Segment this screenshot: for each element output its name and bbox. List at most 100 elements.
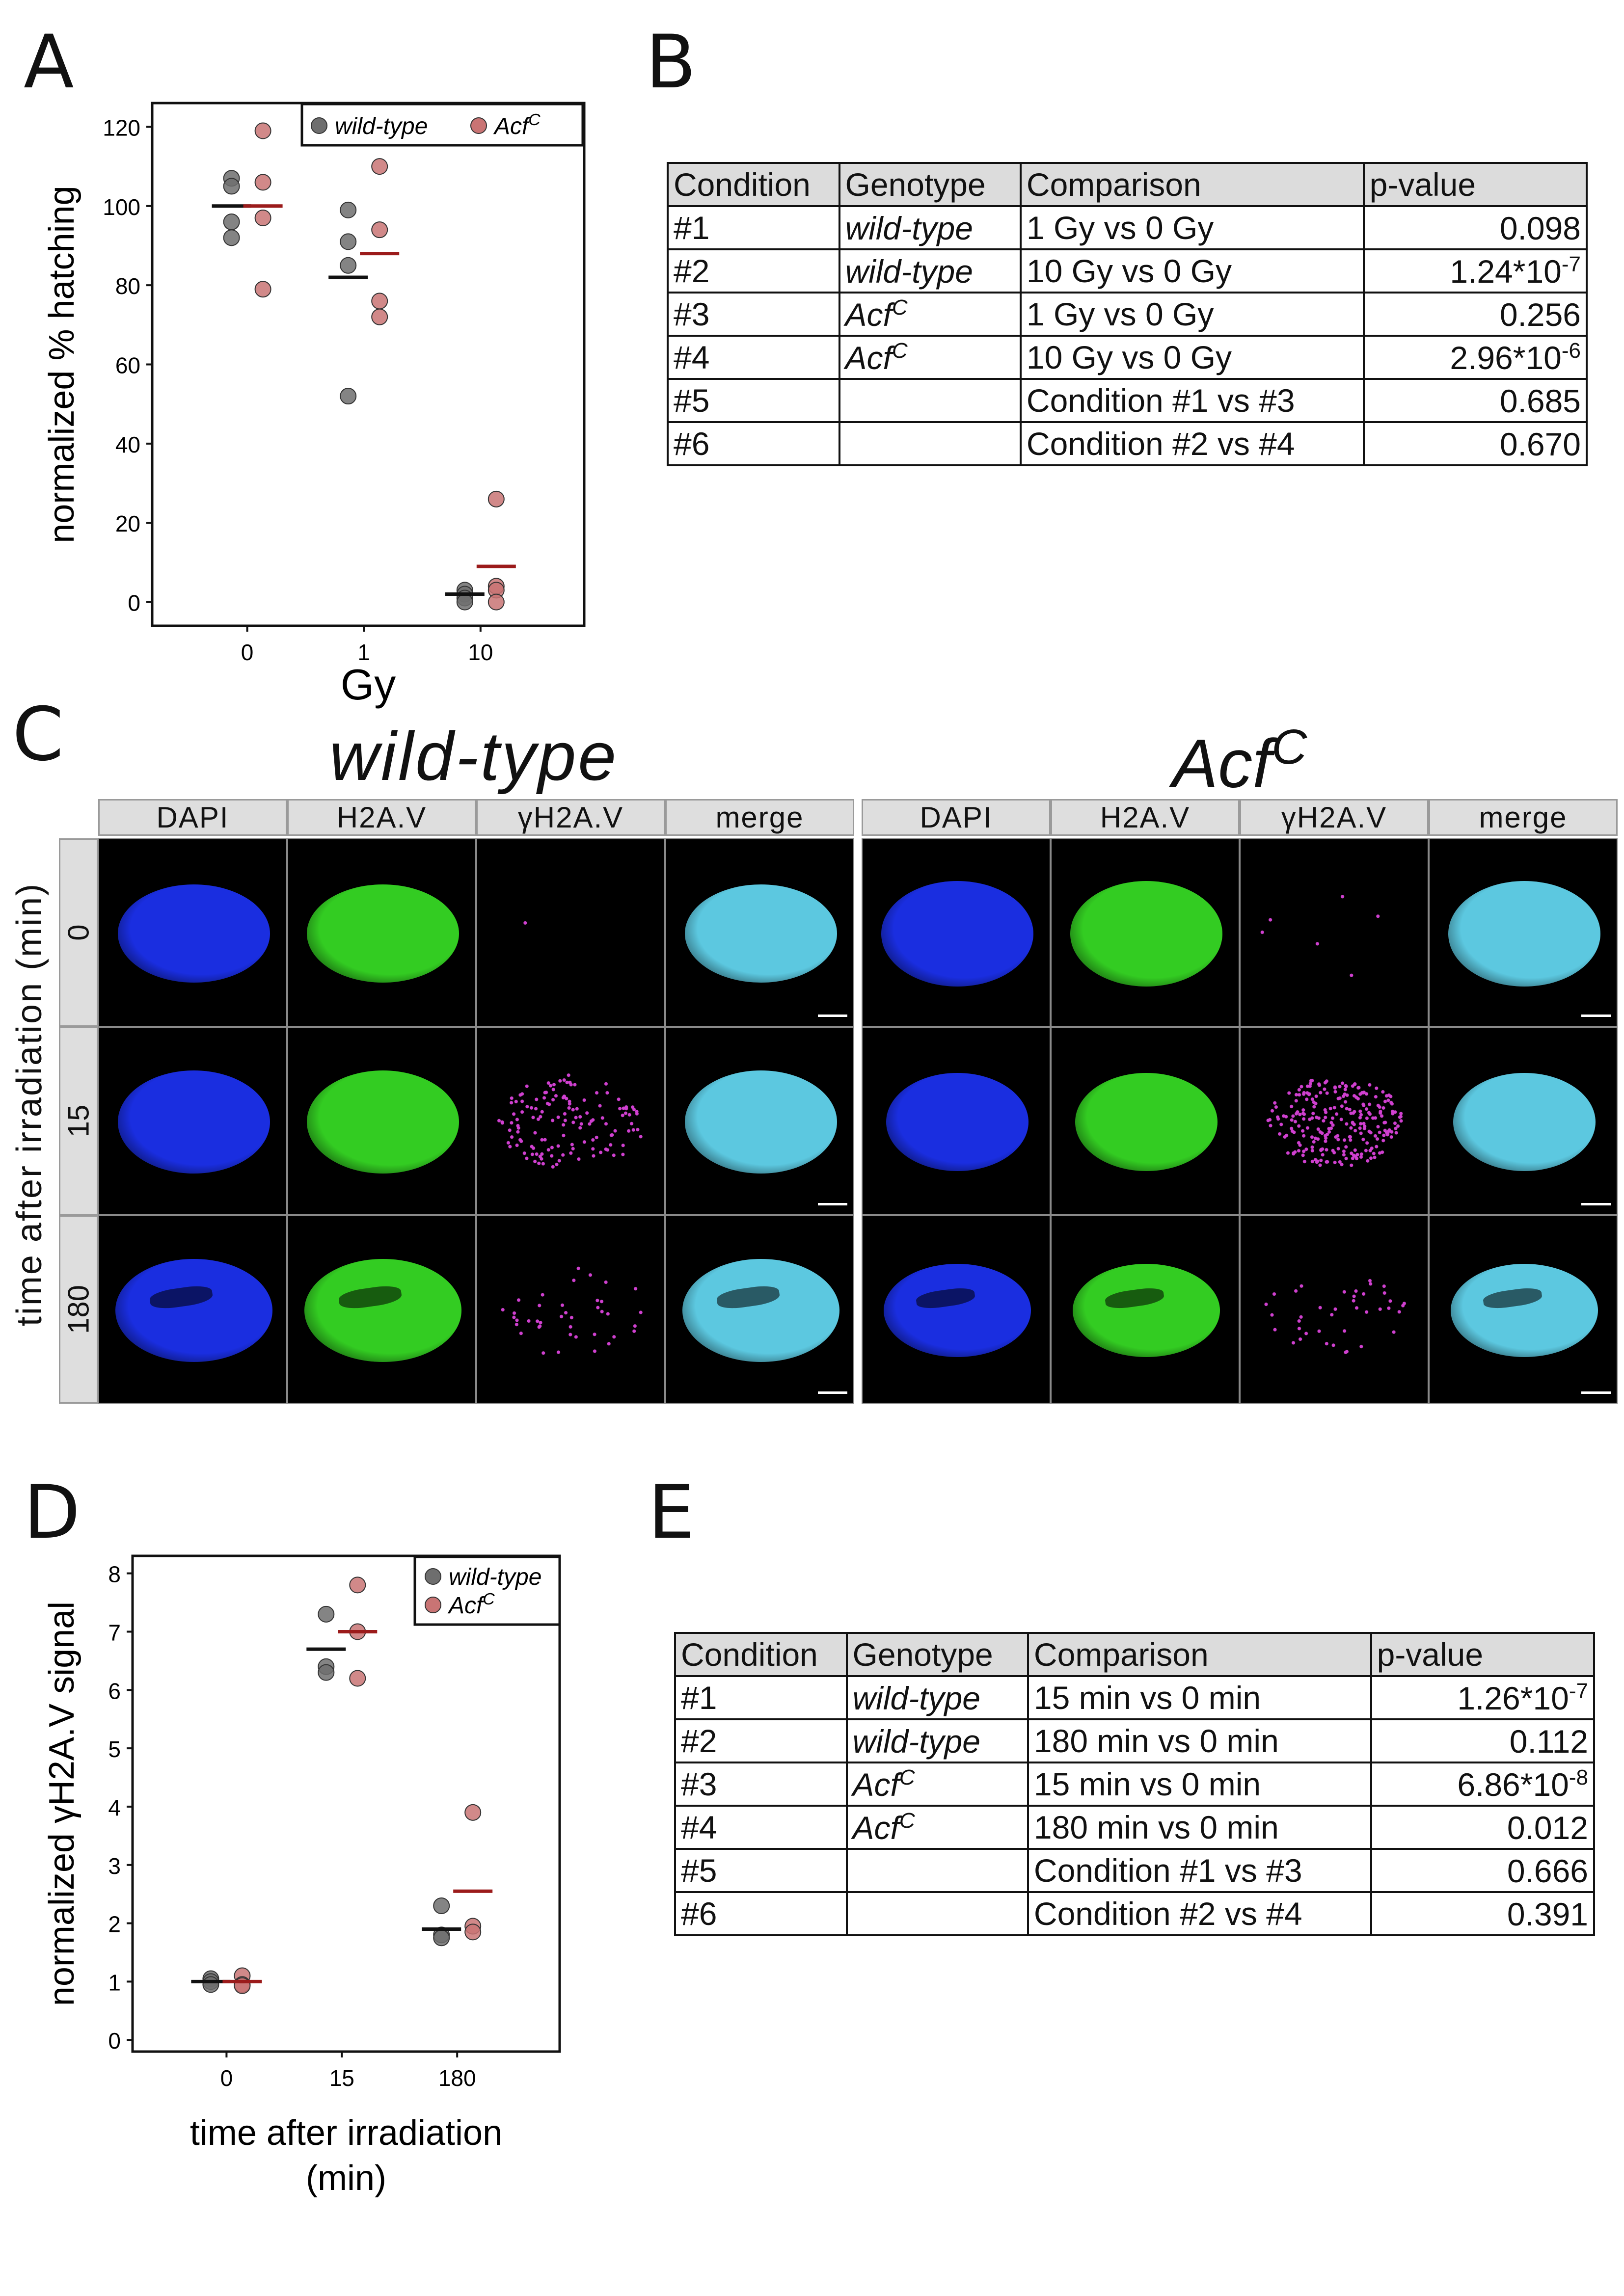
- micrograph-tile: [476, 838, 665, 1027]
- data-point: [488, 491, 504, 507]
- row-label-text: 180: [62, 1285, 96, 1334]
- comparison-cell: 1 Gy vs 0 Gy: [1021, 206, 1364, 249]
- genotype-text: wild-type: [845, 253, 973, 290]
- y-axis-label: normalized γH2A.V signal: [42, 1602, 81, 2006]
- legend-acf-text: Acf: [493, 113, 531, 139]
- genotype-cell: [847, 1892, 1028, 1935]
- micrograph-tile: [98, 1027, 287, 1215]
- y-tick-label: 6: [108, 1678, 121, 1704]
- genotype-cell: [847, 1849, 1028, 1892]
- genotype-superscript: C: [899, 1809, 915, 1833]
- row-label-15: 15: [59, 1027, 98, 1215]
- genotype-cell: AcfC: [839, 336, 1021, 379]
- embryo-image: [1451, 1264, 1598, 1357]
- condition-cell: #1: [668, 206, 839, 249]
- pvalue-text: 1.26*10: [1457, 1680, 1569, 1716]
- y-tick-label: 7: [108, 1620, 121, 1645]
- embryo-image: [881, 881, 1033, 987]
- table-header: p-value: [1371, 1633, 1594, 1676]
- data-point: [372, 293, 387, 309]
- data-point: [340, 388, 356, 404]
- micrograph-tile: [1429, 1215, 1618, 1404]
- pvalue-cell: 0.012: [1371, 1806, 1594, 1849]
- x-tick-label: 0: [220, 2065, 233, 2091]
- genotype-text: Acf: [845, 340, 892, 376]
- pvalue-text: 0.670: [1500, 426, 1581, 462]
- micrograph-tile: [1240, 1027, 1429, 1215]
- y-tick-label: 100: [103, 194, 140, 220]
- comparison-cell: Condition #2 vs #4: [1028, 1892, 1371, 1935]
- scale-bar: [1581, 1203, 1611, 1205]
- y-tick-label: 5: [108, 1736, 121, 1762]
- pvalue-text: 0.391: [1507, 1896, 1588, 1932]
- y-tick-label: 8: [108, 1562, 121, 1587]
- acf-title-text: Acf: [1172, 725, 1272, 802]
- data-point: [350, 1577, 365, 1593]
- micrograph-tile: [1051, 838, 1240, 1027]
- row-label-text: 0: [62, 924, 96, 940]
- table-row: #1 wild-type 1 Gy vs 0 Gy 0.098: [668, 206, 1587, 249]
- table-header: Condition: [675, 1633, 847, 1676]
- embryo-defect: [338, 1283, 403, 1310]
- condition-cell: #3: [668, 293, 839, 336]
- genotype-text: wild-type: [853, 1723, 980, 1760]
- table-row: #1 wild-type 15 min vs 0 min 1.26*10-7: [675, 1676, 1594, 1719]
- pvalue-table-b: Condition Genotype Comparison p-value #1…: [667, 162, 1588, 466]
- x-tick-label: 10: [468, 640, 493, 665]
- micrograph-tile: [862, 1027, 1051, 1215]
- y-tick-label: 0: [128, 590, 140, 616]
- y-tick-label: 60: [115, 353, 140, 378]
- pvalue-exponent: -7: [1569, 1679, 1588, 1703]
- y-tick-label: 20: [115, 511, 140, 536]
- table-row: #5 Condition #1 vs #3 0.666: [675, 1849, 1594, 1892]
- pvalue-cell: 1.26*10-7: [1371, 1676, 1594, 1719]
- legend-marker: [311, 118, 327, 133]
- row-label-text: 15: [62, 1105, 96, 1138]
- scale-bar: [818, 1391, 847, 1394]
- genotype-text: wild-type: [853, 1680, 980, 1716]
- data-point: [255, 281, 271, 297]
- channel-header-acf-0: DAPI: [862, 799, 1051, 836]
- embryo-image: [685, 884, 837, 983]
- data-point: [340, 202, 356, 218]
- pvalue-cell: 0.391: [1371, 1892, 1594, 1935]
- row-axis-label-text: time after irradiation (min): [9, 882, 50, 1326]
- hatching-scatter-chart: 0204060801001200 1 10normalized % hatching…: [0, 0, 614, 726]
- micrograph-tile: [1240, 1215, 1429, 1404]
- table-row: #3 AcfC 15 min vs 0 min 6.86*10-8: [675, 1762, 1594, 1806]
- embryo-image: [886, 1073, 1029, 1171]
- table-row: #2 wild-type 10 Gy vs 0 Gy 1.24*10-7: [668, 249, 1587, 293]
- y-tick-label: 3: [108, 1853, 121, 1879]
- row-label-180: 180: [59, 1215, 98, 1404]
- pvalue-cell: 6.86*10-8: [1371, 1762, 1594, 1806]
- table-row: #5 Condition #1 vs #3 0.685: [668, 379, 1587, 422]
- table-header: Genotype: [847, 1633, 1028, 1676]
- micrograph-tile: [98, 838, 287, 1027]
- comparison-cell: 180 min vs 0 min: [1028, 1806, 1371, 1849]
- embryo-image: [307, 884, 459, 983]
- data-point: [433, 1898, 449, 1914]
- data-point: [465, 1805, 481, 1820]
- micrograph-tile: [862, 1215, 1051, 1404]
- genotype-cell: AcfC: [847, 1762, 1028, 1806]
- legend-label: wild-type: [449, 1564, 541, 1590]
- micrograph-tile: [1429, 838, 1618, 1027]
- data-point: [255, 174, 271, 190]
- genotype-cell: wild-type: [847, 1676, 1028, 1719]
- data-point: [340, 258, 356, 273]
- gh2av-scatter-chart: 0123456780 15 180normalized γH2A.V signalt…: [0, 1522, 614, 2218]
- data-point: [255, 123, 271, 138]
- embryo-image: [1262, 1264, 1409, 1357]
- table-header: Comparison: [1028, 1633, 1371, 1676]
- x-tick-label: 180: [438, 2065, 476, 2091]
- genotype-cell: wild-type: [847, 1719, 1028, 1762]
- micrograph-tile: [1051, 1215, 1240, 1404]
- genotype-cell: wild-type: [839, 206, 1021, 249]
- data-point: [488, 594, 504, 610]
- comparison-cell: 10 Gy vs 0 Gy: [1021, 249, 1364, 293]
- micrograph-tile: [98, 1215, 287, 1404]
- data-point: [203, 1976, 218, 1992]
- y-tick-label: 120: [103, 115, 140, 140]
- embryo-image: [1075, 1073, 1218, 1171]
- comparison-cell: 10 Gy vs 0 Gy: [1021, 336, 1364, 379]
